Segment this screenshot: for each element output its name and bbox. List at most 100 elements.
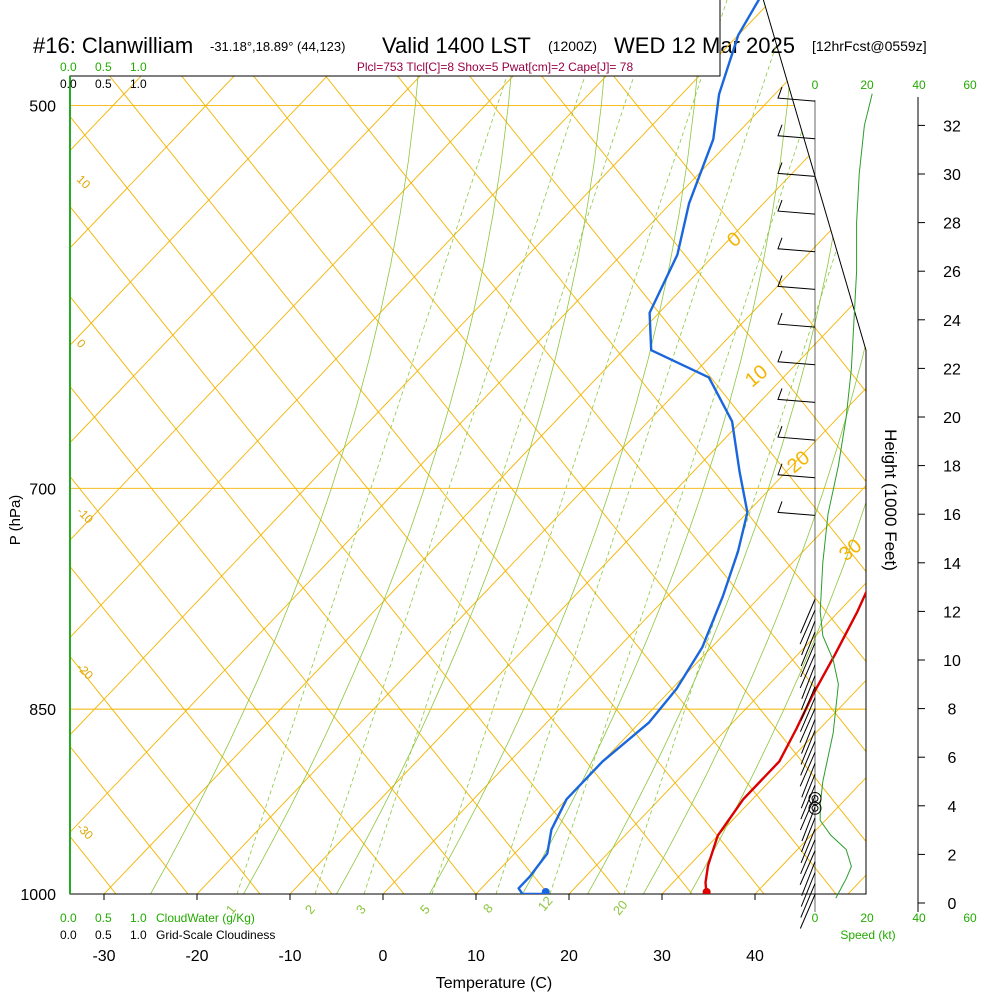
dry-adiabat-line (0, 40, 188, 894)
dry-adiabat-line (369, 40, 1000, 894)
speed-top-60: 60 (963, 78, 977, 92)
wind-barb (778, 275, 815, 289)
valid-time: Valid 1400 LST (382, 33, 531, 58)
height-tick-label: 10 (943, 653, 961, 670)
wind-barb (778, 426, 815, 440)
mixing-ratio-label: 5 (417, 902, 433, 917)
height-tick-label: 32 (943, 118, 961, 135)
height-tick-label: 20 (943, 410, 961, 427)
dry-adiabat-line (0, 40, 620, 894)
speed-scale-bottom: 0 20 40 60 Speed (kt) (812, 911, 977, 942)
height-axis-title: Height (1000 Feet) (881, 429, 900, 571)
height-tick-label: 14 (943, 556, 961, 573)
dry-adiabat-line (153, 40, 836, 894)
stability-indices: Plcl=753 Tlcl[C]=8 Shox=5 Pwat[cm]=2 Cap… (357, 60, 634, 74)
speed-bottom-0: 0 (812, 911, 819, 925)
moist-adiabat-curve (430, 0, 705, 894)
mixing-ratio-label: 20 (610, 897, 631, 918)
wind-barb (778, 238, 815, 252)
mixing-ratio-line (550, 0, 894, 894)
cloud-water-bottom-2: 1.0 (130, 911, 147, 925)
mixing-ratio-line (315, 0, 659, 894)
utc-time: (1200Z) (548, 38, 597, 54)
dry-adiabat-line (0, 40, 548, 894)
dry-adiabat-label: 0 (723, 228, 746, 252)
height-tick-label: 8 (948, 702, 957, 719)
pressure-tick-label: 1000 (20, 887, 56, 904)
speed-axis-label: Speed (kt) (840, 928, 895, 942)
wind-barb (778, 125, 815, 139)
cloudiness-bottom-1: 0.5 (95, 928, 112, 942)
cloudiness-top-0: 0.0 (60, 77, 77, 91)
wind-barb (778, 200, 815, 214)
isotherm-line (476, 0, 1000, 894)
wind-barb (778, 313, 815, 327)
station-coords: -31.18°,18.89° (44,123) (210, 39, 345, 54)
isotherm-line (569, 0, 1000, 894)
mixing-ratio-label: 8 (480, 901, 496, 916)
height-tick-label: 30 (943, 167, 961, 184)
cloudiness-label: Grid-Scale Cloudiness (156, 928, 275, 942)
speed-top-20: 20 (860, 78, 874, 92)
dewpoint-trace (519, 0, 1000, 894)
station-title: #16: Clanwilliam (33, 33, 193, 58)
dry-adiabat-line (81, 40, 764, 894)
height-tick-label: 0 (948, 896, 957, 913)
forecast-run: [12hrFcst@0559z] (812, 38, 927, 54)
height-tick-label: 2 (948, 847, 957, 864)
isotherm-line (197, 0, 1000, 894)
cloud-water-top-0: 0.0 (60, 60, 77, 74)
speed-scale-top: 0 20 40 60 (812, 78, 977, 92)
cloud-water-top-1: 0.5 (95, 60, 112, 74)
speed-top-0: 0 (812, 78, 819, 92)
cloudiness-bottom-2: 1.0 (130, 928, 147, 942)
forecast-date: WED 12 Mar 2025 (614, 33, 795, 58)
isotherm-label: 10 (74, 172, 94, 192)
wind-barb (778, 351, 815, 365)
cloudiness-top-1: 0.5 (95, 77, 112, 91)
height-tick-label: 16 (943, 507, 961, 524)
moist-adiabat-curve (588, 0, 863, 894)
speed-bottom-60: 60 (963, 911, 977, 925)
dry-adiabat-line (0, 40, 404, 894)
surface-temperature-marker (703, 888, 711, 896)
temperature-tick-label: -10 (278, 948, 301, 965)
cloud-water-bottom-0: 0.0 (60, 911, 77, 925)
height-tick-label: 24 (943, 313, 961, 330)
isotherm-line (755, 0, 1000, 894)
pressure-tick-label: 850 (29, 702, 56, 719)
mixing-ratio-line (237, 0, 581, 894)
wind-barb (778, 87, 815, 101)
mixing-ratio-line (624, 0, 968, 894)
isotherm-line (848, 0, 1000, 894)
height-tick-label: 6 (948, 750, 957, 767)
cloudiness-top-2: 1.0 (130, 77, 147, 91)
isotherm-label: -20 (74, 660, 96, 682)
dry-adiabat-line (0, 40, 116, 894)
cloud-water-top-2: 1.0 (130, 60, 147, 74)
pressure-tick-label: 700 (29, 481, 56, 498)
height-tick-label: 4 (948, 799, 957, 816)
height-tick-label: 28 (943, 216, 961, 233)
y-axis-title: P (hPa) (7, 495, 24, 546)
height-tick-label: 26 (943, 264, 961, 281)
moist-adiabat-curve (244, 0, 519, 894)
dry-adiabat-line (0, 40, 476, 894)
height-tick-label: 12 (943, 604, 961, 621)
pressure-tick-label: 500 (29, 99, 56, 116)
wind-barbs (778, 87, 872, 928)
speed-bottom-40: 40 (912, 911, 926, 925)
dry-adiabat-line (0, 40, 332, 894)
dry-adiabat-label: 10 (741, 361, 772, 392)
x-axis-title: Temperature (C) (436, 975, 552, 992)
cloud-water-bottom-1: 0.5 (95, 911, 112, 925)
temperature-tick-label: 0 (379, 948, 388, 965)
height-tick-label: 18 (943, 459, 961, 476)
temperature-tick-label: 20 (560, 948, 578, 965)
cloud-scale-bottom: 0.0 0.5 1.0 CloudWater (g/Kg) 0.0 0.5 1.… (60, 911, 275, 942)
dry-adiabat-line (513, 40, 1000, 894)
isotherm-label: -30 (74, 820, 96, 842)
